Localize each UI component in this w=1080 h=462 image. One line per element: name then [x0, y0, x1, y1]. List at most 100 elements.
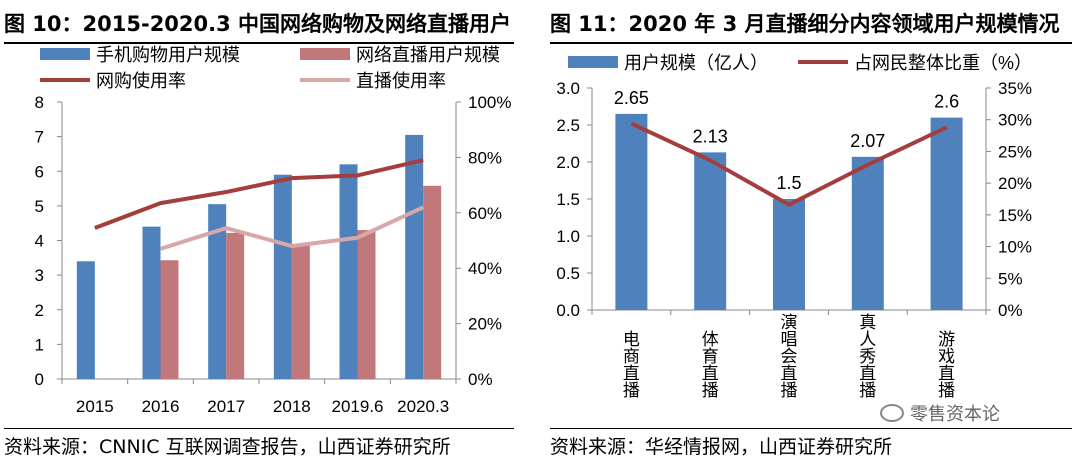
y-right-tick-label: 5% — [998, 269, 1023, 288]
data-label: 2.13 — [693, 126, 728, 146]
bar-mobile-shopping — [208, 204, 227, 379]
bar-mobile-shopping — [405, 134, 424, 379]
chart-title: 图 10：2015-2020.3 中国网络购物及网络直播用户 — [4, 12, 512, 36]
x-tick-label-char: 育 — [702, 347, 719, 366]
series-line-live-rate — [159, 205, 425, 251]
bar-live-users — [160, 260, 179, 379]
series-line-shopping-rate — [94, 158, 424, 230]
y-right-tick-label: 25% — [998, 142, 1032, 161]
x-tick-label-char: 直 — [702, 364, 719, 383]
y-right-tick-label: 20% — [998, 174, 1032, 193]
x-tick-label: 2020.3 — [397, 397, 449, 416]
chart-source: 资料来源：华经情报网，山西证券研究所 — [550, 436, 893, 458]
x-tick-label-char: 演 — [781, 313, 798, 332]
bar-user-scale — [851, 156, 884, 310]
x-tick-label-char: 秀 — [859, 347, 876, 366]
bar-live-users — [423, 185, 442, 379]
legend-label: 手机购物用户规模 — [96, 45, 240, 65]
chart-source: 资料来源：CNNIC 互联网调查报告，山西证券研究所 — [4, 436, 451, 458]
y-right-tick-label: 40% — [468, 259, 502, 278]
x-tick-label-char: 播 — [859, 381, 876, 400]
x-tick-label-char: 播 — [623, 381, 640, 400]
y-right-tick-label: 15% — [998, 206, 1032, 225]
y-left-tick-label: 3.0 — [556, 79, 580, 98]
x-tick-label-char: 播 — [702, 381, 719, 400]
x-tick-label: 2015 — [76, 397, 114, 416]
y-left-tick-label: 3 — [35, 266, 44, 285]
y-left-tick-label: 7 — [35, 128, 44, 147]
x-tick-label-char: 播 — [781, 381, 798, 400]
y-right-tick-label: 0% — [998, 301, 1023, 320]
y-left-tick-label: 1 — [35, 335, 44, 354]
y-right-tick-label: 35% — [998, 79, 1032, 98]
data-label: 2.65 — [614, 88, 649, 108]
series-line-share — [630, 121, 948, 207]
x-tick-label: 2018 — [273, 397, 311, 416]
x-tick-label-char: 会 — [781, 347, 798, 366]
y-right-tick-label: 80% — [468, 148, 502, 167]
x-tick-label-char: 真 — [859, 313, 876, 332]
bar-mobile-shopping — [339, 164, 358, 379]
watermark: 零售资本论 — [880, 400, 1000, 426]
legend-label: 直播使用率 — [356, 71, 446, 91]
x-tick-label-char: 戏 — [938, 347, 955, 366]
source-rule — [4, 428, 514, 429]
x-tick-label-char: 体 — [702, 330, 719, 349]
bar-live-users — [291, 243, 310, 379]
bar-user-scale — [773, 199, 805, 310]
x-tick-label-char: 播 — [938, 381, 955, 400]
x-tick-label: 2016 — [142, 397, 180, 416]
y-left-tick-label: 1.5 — [556, 190, 580, 209]
legend-label: 网络直播用户规模 — [356, 45, 500, 65]
title-rule — [550, 42, 1072, 44]
wechat-icon — [880, 404, 904, 422]
x-tick-label: 2019.6 — [332, 397, 384, 416]
bar-mobile-shopping — [142, 226, 161, 379]
source-rule — [550, 428, 1072, 429]
y-right-tick-label: 0% — [468, 370, 493, 389]
y-left-tick-label: 6 — [35, 162, 44, 181]
y-left-tick-label: 2 — [35, 301, 44, 320]
x-tick-label-char: 商 — [623, 347, 640, 366]
y-right-tick-label: 30% — [998, 111, 1032, 130]
title-rule — [4, 42, 514, 44]
legend-label: 用户规模（亿人） — [624, 53, 768, 73]
chart-panel-online-shopping: 图 10：2015-2020.3 中国网络购物及网络直播用户 0 1 2 3 4 5 6 7 8… — [0, 0, 522, 462]
data-label: 1.5 — [776, 173, 801, 193]
legend-swatch — [40, 48, 90, 60]
y-left-tick-label: 0.0 — [556, 301, 580, 320]
x-tick-label-char: 游 — [938, 330, 955, 349]
bar-user-scale — [615, 113, 648, 311]
y-left-tick-label: 0 — [35, 370, 44, 389]
legend-swatch — [568, 56, 618, 68]
y-right-tick-label: 100% — [468, 93, 511, 112]
x-tick-label-char: 直 — [938, 364, 955, 383]
bar-mobile-shopping — [273, 174, 292, 379]
watermark-text: 零售资本论 — [910, 404, 1000, 425]
data-label: 2.6 — [934, 92, 959, 112]
y-left-tick-label: 0.5 — [556, 264, 580, 283]
y-left-tick-label: 4 — [35, 232, 44, 251]
bar-mobile-shopping — [76, 261, 95, 379]
bar-live-users — [357, 230, 376, 379]
y-left-tick-label: 1.0 — [556, 227, 580, 246]
y-left-tick-label: 8 — [35, 93, 44, 112]
x-tick-label-char: 唱 — [781, 330, 798, 349]
y-right-tick-label: 60% — [468, 204, 502, 223]
y-right-tick-label: 10% — [998, 238, 1032, 257]
bar-user-scale — [694, 152, 727, 310]
y-left-tick-label: 5 — [35, 197, 44, 216]
chart-live-segments: 0.0 0.5 1.0 1.5 2.0 2.5 3.0 0% 5% 10% 15% 20% 25% 30%… — [556, 53, 1032, 400]
y-left-tick-label: 2.0 — [556, 153, 580, 172]
chart-panel-live-segments: 图 11：2020 年 3 月直播细分内容领域用户规模情况 0.0 0.5 1.0 1… — [546, 0, 1080, 462]
legend-label: 占网民整体比重（%） — [854, 53, 1032, 73]
y-left-tick-label: 2.5 — [556, 116, 580, 135]
legend-swatch — [300, 48, 350, 60]
x-tick-label: 2017 — [207, 397, 245, 416]
bar-live-users — [226, 232, 245, 379]
chart-title: 图 11：2020 年 3 月直播细分内容领域用户规模情况 — [550, 12, 1060, 36]
bar-user-scale — [930, 117, 963, 310]
data-label: 2.07 — [850, 131, 885, 151]
y-right-tick-label: 20% — [468, 315, 502, 334]
